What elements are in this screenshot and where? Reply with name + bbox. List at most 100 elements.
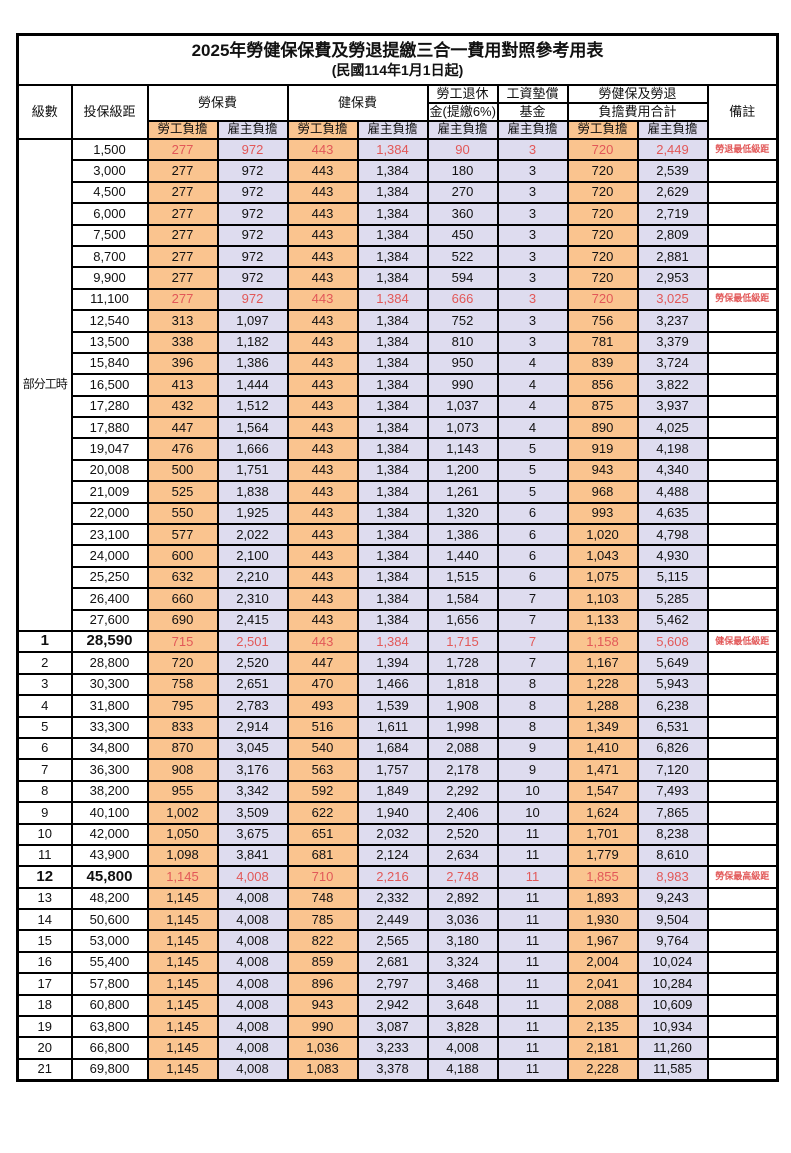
value-cell: 1,547 [566,779,639,804]
value-cell: 3,724 [636,351,709,376]
value-cell: 11 [496,1036,569,1060]
remark-cell [706,1057,779,1082]
value-cell: 908 [146,758,219,782]
value-cell: 1,384 [356,351,429,376]
value-cell: 1,384 [356,501,429,526]
value-cell: 6,238 [636,694,709,718]
value-cell: 447 [286,651,359,675]
bracket-cell: 53,000 [70,929,149,953]
value-cell: 990 [426,373,499,397]
value-cell: 1,624 [566,801,639,825]
remark-cell [706,950,779,975]
remark-cell [706,608,779,633]
bracket-cell: 45,800 [70,865,149,889]
value-cell: 4,008 [216,1014,289,1039]
value-cell: 11 [496,865,569,889]
bracket-cell: 42,000 [70,822,149,846]
level-cell: 21 [16,1057,73,1082]
remark-cell [706,672,779,697]
value-cell: 2,634 [426,843,499,868]
bracket-cell: 7,500 [70,223,149,247]
part-time-merged-cell: 部分工時 [16,138,73,632]
value-cell: 1,182 [216,330,289,354]
value-cell: 1,384 [356,416,429,440]
value-cell: 443 [286,223,359,247]
table-row: 7 36,300 908 3,176 563 1,757 2,178 9 1,471 7,120 [16,758,779,782]
subheader-employee: 勞工負擔 [566,120,639,140]
value-cell: 972 [216,287,289,312]
value-cell: 1,261 [426,480,499,504]
value-cell: 972 [216,266,289,290]
value-cell: 1,893 [566,886,639,911]
table-row: 25,250 632 2,210 443 1,384 1,515 6 1,075 5,115 [18,565,779,590]
level-cell: 9 [16,801,73,825]
value-cell: 748 [286,886,359,911]
value-cell: 990 [286,1014,359,1039]
value-cell: 11 [496,1014,569,1039]
bracket-cell: 27,600 [70,608,149,633]
value-cell: 443 [286,180,359,205]
value-cell: 3 [496,223,569,247]
value-cell: 651 [286,822,359,846]
value-cell: 1,143 [426,437,499,461]
value-cell: 3,468 [426,972,499,996]
value-cell: 2,100 [216,544,289,568]
value-cell: 540 [286,736,359,761]
value-cell: 2,501 [216,629,289,654]
value-cell: 443 [286,458,359,483]
value-cell: 443 [286,565,359,590]
table-row: 10 42,000 1,050 3,675 651 2,032 2,520 11 1,701 8,… [16,822,779,846]
value-cell: 1,167 [566,651,639,675]
value-cell: 2,210 [216,565,289,590]
value-cell: 500 [146,458,219,483]
value-cell: 5,462 [636,608,709,633]
value-cell: 752 [426,309,499,333]
value-cell: 5,608 [636,629,709,654]
page-title: 2025年勞健保保費及勞退提繳三合一費用對照參考用表 [191,40,604,60]
value-cell: 443 [286,416,359,440]
value-cell: 11 [496,886,569,911]
value-cell: 1,098 [146,843,219,868]
table-row: 6,000 277 972 443 1,384 360 3 720 2,719 [18,202,779,226]
value-cell: 1,384 [356,309,429,333]
value-cell: 8 [496,694,569,718]
bracket-cell: 28,800 [70,651,149,675]
value-cell: 3,237 [636,309,709,333]
value-cell: 2,914 [216,715,289,739]
value-cell: 3 [496,330,569,354]
value-cell: 1,384 [356,266,429,290]
value-cell: 8,238 [636,822,709,846]
value-cell: 277 [146,287,219,312]
value-cell: 1,145 [146,886,219,911]
value-cell: 1,145 [146,865,219,889]
value-cell: 4 [496,416,569,440]
table-row: 3,000 277 972 443 1,384 180 3 720 2,539 [18,159,779,183]
value-cell: 1,384 [356,287,429,312]
value-cell: 6 [496,544,569,568]
table-row: 8 38,200 955 3,342 592 1,849 2,292 10 1,547 7,493 [16,779,779,804]
value-cell: 443 [286,244,359,269]
value-cell: 8,983 [636,865,709,889]
table-row: 1 28,590 715 2,501 443 1,384 1,715 7 1,158 5,608 健… [16,629,779,654]
bracket-cell: 57,800 [70,972,149,996]
value-cell: 720 [566,202,639,226]
value-cell: 313 [146,309,219,333]
value-cell: 10,284 [636,972,709,996]
bracket-cell: 8,700 [70,244,149,269]
remark-cell [706,886,779,911]
table-row: 11,100 277 972 443 1,384 666 3 720 3,025 勞保最低級距 [18,287,779,312]
value-cell: 1,410 [566,736,639,761]
value-cell: 2,539 [636,159,709,183]
value-cell: 2,216 [356,865,429,889]
value-cell: 7 [496,587,569,611]
value-cell: 2,292 [426,779,499,804]
table-row: 11 43,900 1,098 3,841 681 2,124 2,634 11 1,779 8,… [16,843,779,868]
value-cell: 443 [286,394,359,419]
value-cell: 3 [496,244,569,269]
value-cell: 822 [286,929,359,953]
value-cell: 4,008 [426,1036,499,1060]
value-cell: 8,610 [636,843,709,868]
value-cell: 972 [216,137,289,162]
value-cell: 1,037 [426,394,499,419]
value-cell: 2,135 [566,1014,639,1039]
